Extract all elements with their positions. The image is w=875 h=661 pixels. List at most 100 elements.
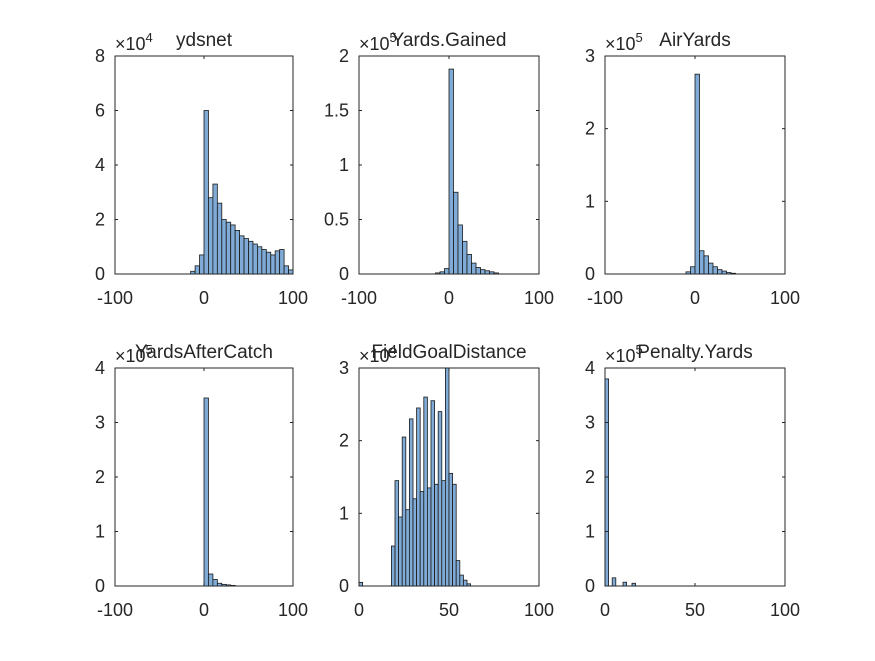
y-exponent-label: ×105 [605, 30, 643, 54]
histogram-bar [489, 271, 495, 275]
histogram-bar [234, 229, 240, 275]
y-exponent-label: ×104 [115, 30, 153, 54]
histogram-bar [419, 491, 425, 587]
histogram-bar [452, 483, 457, 587]
y-tick-label: 0 [339, 576, 349, 596]
histogram-bar [471, 262, 477, 275]
histogram-bar [230, 224, 236, 275]
histogram-bar [203, 110, 209, 275]
y-tick-label: 0 [95, 264, 105, 284]
histogram-bar [416, 407, 421, 587]
y-tick-label: 2 [339, 431, 349, 451]
histogram-bar [426, 487, 432, 587]
histogram-bar [225, 584, 232, 587]
y-tick-label: 1.5 [324, 101, 349, 121]
histogram-bar [453, 191, 459, 275]
subplot-title: Penalty.Yards [637, 342, 752, 363]
histogram-bar [270, 254, 276, 275]
histogram-bar [437, 411, 443, 587]
histogram-bar [685, 271, 691, 275]
histogram-bar [398, 516, 403, 587]
histogram-bar [212, 183, 218, 275]
histogram-bar [444, 268, 450, 275]
histogram-bar [455, 560, 461, 587]
histogram-bar [435, 272, 441, 275]
histogram-bar [230, 585, 236, 587]
histogram-bar [203, 397, 209, 587]
y-tick-label: 1 [95, 522, 105, 542]
y-tick-label: 2 [585, 119, 595, 139]
x-tick-label: 0 [444, 288, 454, 308]
y-tick-label: 8 [95, 46, 105, 66]
histogram-bar [221, 219, 227, 275]
subplot-title: FieldGoalDistance [371, 342, 526, 363]
x-tick-label: 50 [439, 600, 459, 620]
histogram-bar [401, 436, 407, 587]
histogram-bar [480, 269, 486, 275]
y-tick-label: 1 [585, 191, 595, 211]
y-tick-label: 2 [95, 210, 105, 230]
histogram-bar [288, 269, 294, 275]
histogram-bar [208, 197, 214, 275]
histogram-bar [622, 581, 627, 587]
histogram-bar [216, 582, 223, 587]
y-tick-label: 3 [339, 358, 349, 378]
y-tick-label: 0 [95, 576, 105, 596]
histogram-bar [694, 73, 700, 275]
y-tick-label: 0 [585, 264, 595, 284]
histogram-bar [721, 270, 727, 275]
y-tick-label: 4 [585, 358, 595, 378]
histogram-bar [225, 221, 232, 275]
histogram-bar [199, 254, 205, 275]
histogram-bar [408, 418, 414, 587]
y-tick-label: 2 [95, 467, 105, 487]
histogram-bar [252, 243, 258, 275]
histogram-bar [444, 367, 450, 587]
histogram-bar [699, 250, 705, 275]
y-tick-label: 1 [585, 522, 595, 542]
histogram-bar [221, 583, 227, 587]
histogram-bar [690, 266, 696, 275]
histogram-bar [604, 378, 609, 587]
histogram-bar [394, 480, 399, 587]
axes-box [604, 367, 786, 587]
x-tick-label: 0 [199, 288, 209, 308]
y-tick-label: 0 [585, 576, 595, 596]
histogram-bar [423, 396, 428, 587]
histogram-bar [430, 400, 435, 587]
histogram-bar [466, 253, 472, 275]
histogram-bar [708, 262, 714, 275]
x-tick-label: 100 [524, 288, 554, 308]
y-tick-label: 3 [585, 46, 595, 66]
histogram-bar [475, 267, 481, 275]
histogram-bar [248, 240, 254, 275]
histogram-bar [274, 250, 281, 275]
histogram-bar [216, 202, 223, 275]
histogram-bar [434, 483, 439, 587]
histogram-bar [194, 265, 200, 275]
y-tick-label: 1 [339, 503, 349, 523]
subplot-3: -100 0 100 0 1 2 3 ×105 AirYards [585, 30, 800, 308]
histogram-bar [243, 238, 249, 275]
subplot-title: AirYards [659, 30, 730, 51]
y-tick-label: 2 [339, 46, 349, 66]
histogram-bar [190, 270, 196, 275]
histogram-bar [390, 545, 396, 587]
x-tick-label: 0 [690, 288, 700, 308]
histogram-bar [457, 224, 463, 275]
y-exponent-label: ×105 [359, 30, 397, 54]
y-exponent-label: ×104 [359, 342, 397, 366]
y-tick-label: 0 [339, 264, 349, 284]
y-tick-label: 3 [585, 413, 595, 433]
histogram-bar [493, 272, 499, 275]
y-tick-label: 0.5 [324, 210, 349, 230]
subplot-title: ydsnet [176, 30, 233, 51]
histogram-bar [462, 579, 468, 587]
histogram-bar [358, 581, 363, 587]
y-exponent-label: ×105 [605, 342, 643, 366]
histogram-bar [448, 68, 454, 275]
histogram-bar [279, 249, 285, 275]
histogram-bar [712, 266, 718, 275]
